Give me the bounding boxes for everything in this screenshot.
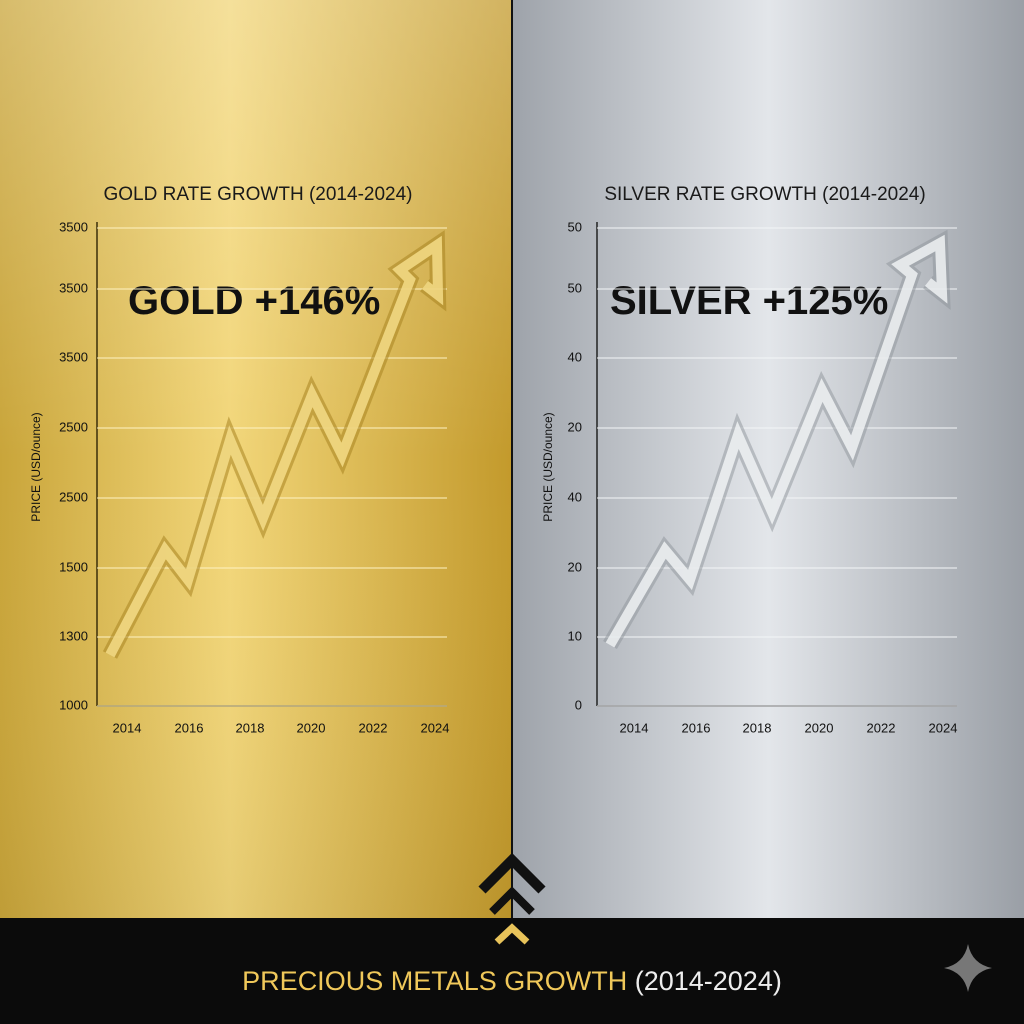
y-tick-label: 3500 [59, 349, 88, 364]
sparkle-icon [944, 944, 992, 992]
y-tick-label: 2500 [59, 489, 88, 504]
x-tick-label: 2022 [359, 720, 388, 735]
y-tick-label: 0 [575, 697, 582, 712]
x-tick-label: 2024 [929, 720, 958, 735]
x-tick-label: 2018 [743, 720, 772, 735]
headline: GOLD +146% [128, 279, 380, 323]
x-tick-label: 2014 [113, 720, 142, 735]
x-tick-label: 2024 [421, 720, 450, 735]
silver-panel: SILVER RATE GROWTH (2014-2024) SILVER +1… [541, 184, 957, 735]
y-tick-label: 50 [568, 280, 582, 295]
y-tick-label: 40 [568, 489, 582, 504]
footer-highlight: PRECIOUS METALS GROWTH [242, 966, 627, 996]
growth-arrow-highlight [605, 234, 948, 648]
y-tick-label: 3500 [59, 219, 88, 234]
y-tick-label: 40 [568, 349, 582, 364]
y-tick-label: 20 [568, 419, 582, 434]
y-axis-label: PRICE (USD/ounce) [29, 412, 43, 521]
footer-title: PRECIOUS METALS GROWTH (2014-2024) [242, 966, 782, 996]
x-tick-label: 2016 [175, 720, 204, 735]
panel-title: GOLD RATE GROWTH (2014-2024) [103, 184, 412, 205]
x-tick-label: 2020 [805, 720, 834, 735]
footer-bar [0, 918, 1024, 1024]
chevrons [478, 852, 546, 945]
footer-rest: (2014-2024) [635, 966, 782, 996]
silver-background [513, 0, 1024, 918]
headline: SILVER +125% [610, 279, 888, 323]
x-tick-label: 2018 [236, 720, 265, 735]
growth-arrow-highlight [105, 235, 444, 658]
y-tick-label: 10 [568, 628, 582, 643]
gold-panel: GOLD RATE GROWTH (2014-2024) GOLD +146% … [29, 184, 449, 735]
y-tick-label: 1500 [59, 559, 88, 574]
x-tick-label: 2016 [682, 720, 711, 735]
x-tick-label: 2014 [620, 720, 649, 735]
x-tick-label: 2020 [297, 720, 326, 735]
y-tick-label: 2500 [59, 419, 88, 434]
panel-title: SILVER RATE GROWTH (2014-2024) [604, 184, 925, 205]
gold-sheen [0, 0, 511, 918]
y-axis-label: PRICE (USD/ounce) [541, 412, 555, 521]
y-tick-label: 50 [568, 219, 582, 234]
y-tick-label: 1000 [59, 697, 88, 712]
y-tick-label: 3500 [59, 280, 88, 295]
y-tick-label: 20 [568, 559, 582, 574]
x-tick-label: 2022 [867, 720, 896, 735]
y-tick-label: 1300 [59, 628, 88, 643]
